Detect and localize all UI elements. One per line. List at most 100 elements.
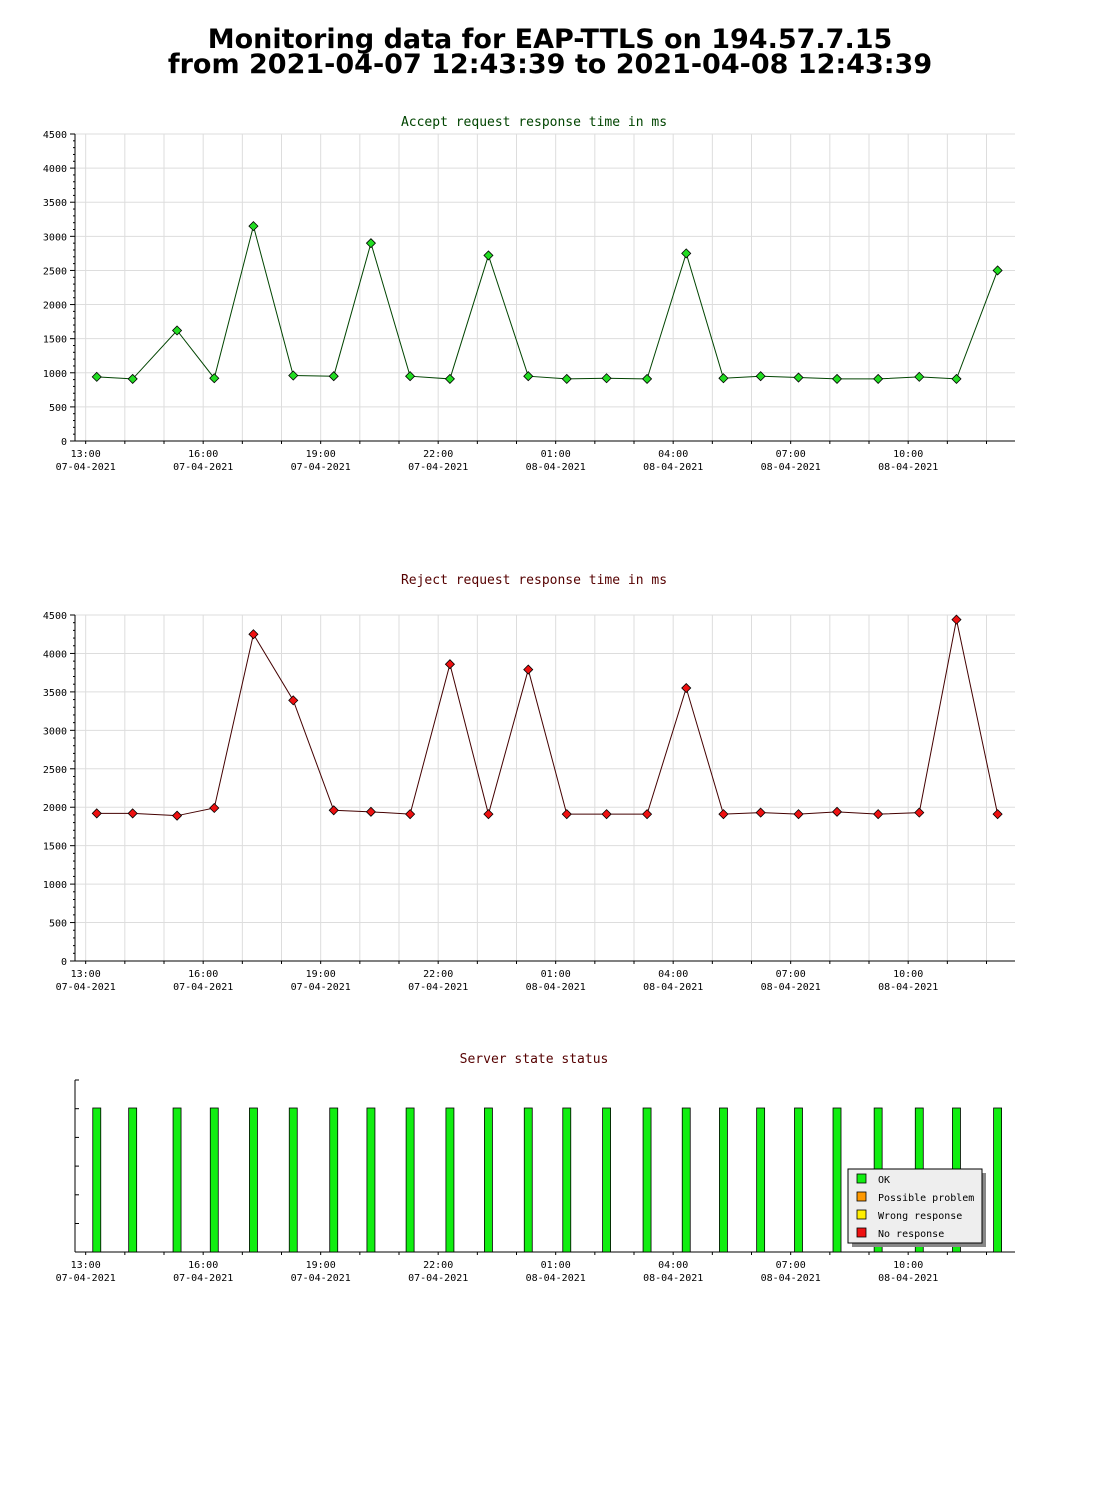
legend-label: No response bbox=[878, 1229, 944, 1240]
status-bar bbox=[719, 1107, 728, 1253]
x-tick-label-date: 07-04-2021 bbox=[56, 1273, 116, 1284]
accept-data-point bbox=[365, 238, 377, 249]
x-tick-label-date: 08-04-2021 bbox=[526, 982, 586, 993]
reject-data-point bbox=[444, 659, 455, 670]
reject-data-point bbox=[681, 682, 692, 694]
accept-data-point bbox=[91, 371, 102, 382]
reject-data-point bbox=[288, 695, 299, 706]
x-tick-label-time: 07:00 bbox=[776, 449, 806, 460]
accept-data-point bbox=[561, 373, 572, 384]
status-bar bbox=[288, 1107, 298, 1253]
x-tick-label-time: 13:00 bbox=[71, 969, 101, 980]
accept-data-point bbox=[718, 373, 729, 384]
accept-data-point bbox=[209, 373, 220, 384]
accept-series-line bbox=[96, 224, 999, 380]
x-tick-label-time: 16:00 bbox=[188, 1260, 218, 1271]
accept-data-point bbox=[793, 372, 804, 383]
accept-data-point bbox=[914, 371, 925, 382]
x-tick-label-date: 08-04-2021 bbox=[643, 462, 703, 473]
x-tick-label-date: 07-04-2021 bbox=[173, 462, 233, 473]
x-tick-label-time: 19:00 bbox=[306, 969, 336, 980]
status-bar bbox=[366, 1107, 376, 1253]
y-tick-label: 3000 bbox=[43, 232, 67, 243]
reject-data-point bbox=[248, 629, 259, 640]
legend-label: Wrong response bbox=[878, 1211, 962, 1222]
x-tick-label-date: 07-04-2021 bbox=[408, 1273, 468, 1284]
page-title-line-2: from 2021-04-07 12:43:39 to 2021-04-08 1… bbox=[167, 49, 933, 80]
x-tick-label-date: 08-04-2021 bbox=[878, 1273, 938, 1284]
reject-grid bbox=[75, 614, 1015, 961]
status-bar bbox=[681, 1107, 691, 1253]
x-tick-label-date: 08-04-2021 bbox=[761, 462, 821, 473]
status-bar bbox=[993, 1107, 1003, 1253]
y-tick-label: 3000 bbox=[43, 726, 67, 737]
y-tick-label: 4000 bbox=[43, 164, 67, 175]
reject-data-point bbox=[365, 806, 377, 817]
x-tick-label-date: 07-04-2021 bbox=[56, 462, 116, 473]
x-tick-label-time: 01:00 bbox=[541, 1260, 571, 1271]
x-tick-label-time: 16:00 bbox=[188, 449, 218, 460]
y-tick-label: 3500 bbox=[43, 198, 67, 209]
legend-label: OK bbox=[878, 1175, 890, 1186]
status-legend: OK Possible problem Wrong response No respo… bbox=[847, 1168, 986, 1247]
y-tick-label: 4500 bbox=[43, 611, 67, 622]
y-tick-label: 2500 bbox=[43, 266, 67, 277]
x-tick-label-time: 19:00 bbox=[306, 1260, 336, 1271]
reject-data-point bbox=[793, 809, 804, 820]
legend-swatch bbox=[856, 1191, 867, 1202]
reject-chart-title: Reject request response time in ms bbox=[401, 573, 667, 588]
status-bar bbox=[794, 1107, 803, 1253]
accept-data-point bbox=[444, 373, 455, 384]
reject-data-point bbox=[405, 809, 416, 820]
reject-data-point bbox=[328, 805, 339, 816]
y-tick-label: 4500 bbox=[43, 130, 67, 141]
accept-data-point bbox=[171, 325, 183, 336]
accept-data-point bbox=[248, 221, 259, 232]
legend-swatch bbox=[856, 1173, 867, 1184]
x-tick-label-date: 07-04-2021 bbox=[291, 982, 351, 993]
y-tick-label: 0 bbox=[61, 957, 67, 968]
status-bar bbox=[523, 1107, 533, 1253]
y-tick-label: 2000 bbox=[43, 803, 67, 814]
x-tick-label-date: 07-04-2021 bbox=[408, 462, 468, 473]
accept-grid bbox=[75, 133, 1015, 441]
x-tick-label-time: 22:00 bbox=[423, 449, 453, 460]
status-bar bbox=[562, 1107, 572, 1253]
x-tick-label-time: 07:00 bbox=[776, 969, 806, 980]
legend-swatch bbox=[856, 1227, 867, 1238]
y-tick-label: 2000 bbox=[43, 301, 67, 312]
accept-data-point bbox=[328, 371, 339, 382]
x-tick-label-date: 07-04-2021 bbox=[291, 462, 351, 473]
accept-data-point bbox=[831, 373, 843, 384]
status-bar bbox=[209, 1107, 219, 1253]
reject-data-point bbox=[561, 809, 572, 820]
y-tick-label: 4000 bbox=[43, 649, 67, 660]
x-tick-label-date: 08-04-2021 bbox=[761, 982, 821, 993]
x-tick-label-time: 13:00 bbox=[71, 1260, 101, 1271]
reject-data-point bbox=[483, 809, 494, 820]
reject-data-point bbox=[171, 810, 183, 821]
y-tick-label: 500 bbox=[49, 403, 67, 414]
reject-series-line bbox=[96, 619, 999, 817]
y-tick-label: 500 bbox=[49, 919, 67, 930]
reject-data-point bbox=[873, 809, 884, 820]
x-tick-label-date: 07-04-2021 bbox=[408, 982, 468, 993]
reject-data-point bbox=[992, 809, 1003, 820]
reject-data-point bbox=[523, 664, 534, 675]
y-tick-label: 3500 bbox=[43, 688, 67, 699]
accept-data-point bbox=[405, 371, 416, 382]
x-tick-label-date: 08-04-2021 bbox=[643, 982, 703, 993]
reject-data-point bbox=[641, 809, 653, 820]
x-tick-label-time: 04:00 bbox=[658, 449, 688, 460]
reject-data-point bbox=[91, 808, 102, 819]
accept-data-point bbox=[127, 373, 138, 384]
accept-data-point bbox=[483, 250, 494, 261]
x-tick-label-time: 07:00 bbox=[776, 1260, 806, 1271]
x-tick-label-date: 07-04-2021 bbox=[173, 1273, 233, 1284]
x-tick-label-time: 04:00 bbox=[658, 969, 688, 980]
x-tick-label-date: 07-04-2021 bbox=[291, 1273, 351, 1284]
page-title-line-1: Monitoring data for EAP-TTLS on 194.57.7… bbox=[207, 24, 893, 55]
reject-data-point bbox=[755, 807, 766, 818]
accept-data-point bbox=[641, 373, 653, 384]
accept-data-point bbox=[992, 265, 1003, 276]
